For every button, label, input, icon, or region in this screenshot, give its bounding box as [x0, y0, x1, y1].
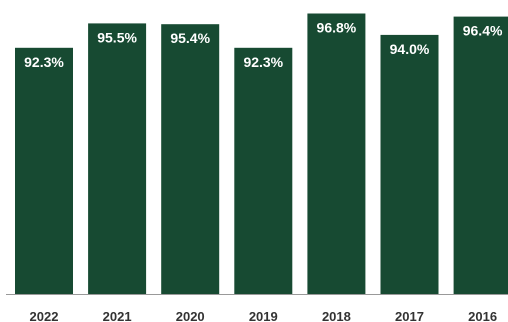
- bar-2017: [380, 34, 439, 295]
- data-label-2019: 92.3%: [243, 54, 283, 70]
- x-tick-label-2017: 2017: [395, 309, 424, 322]
- data-label-2022: 92.3%: [24, 54, 64, 70]
- data-label-2018: 96.8%: [317, 20, 357, 36]
- data-label-2020: 95.4%: [170, 30, 210, 46]
- data-label-2017: 94.0%: [390, 41, 430, 57]
- x-tick-labels-layer: 2022 2021 2020 2019 2018 2017 2016: [30, 309, 498, 322]
- bars-layer: [15, 13, 508, 295]
- bar-2018: [307, 13, 366, 294]
- bar-2019: [234, 47, 293, 294]
- bar-2021: [88, 23, 147, 295]
- x-tick-label-2019: 2019: [249, 309, 278, 322]
- x-tick-label-2021: 2021: [103, 309, 132, 322]
- bar-2020: [161, 24, 220, 294]
- x-tick-label-2022: 2022: [30, 309, 59, 322]
- bar-2016: [453, 16, 508, 294]
- data-label-2016: 96.4%: [463, 23, 503, 39]
- x-tick-label-2020: 2020: [176, 309, 205, 322]
- data-label-2021: 95.5%: [97, 29, 137, 45]
- data-labels-layer: 92.3% 95.5% 95.4% 92.3% 96.8% 94.0% 96.4%: [24, 20, 503, 70]
- x-tick-label-2018: 2018: [322, 309, 351, 322]
- x-tick-label-2016: 2016: [468, 309, 497, 322]
- bar-2022: [15, 47, 73, 294]
